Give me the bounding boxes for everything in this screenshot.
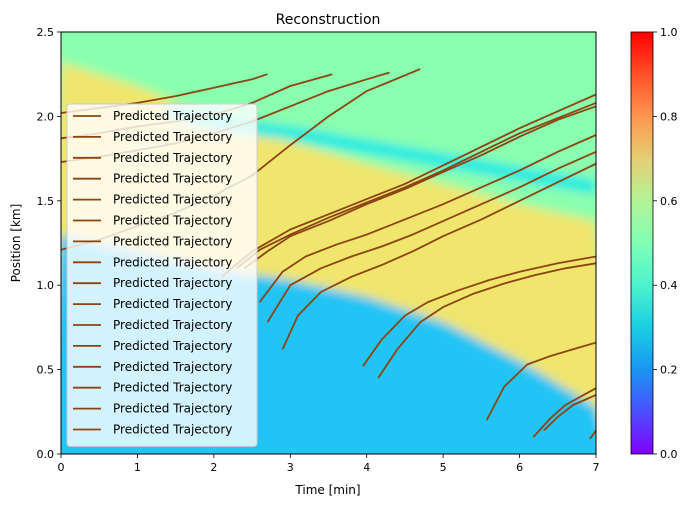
legend-label: Predicted Trajectory [113,193,232,207]
y-tick-label: 0.5 [37,364,55,377]
trajectory-line-6 [236,102,596,270]
legend-label: Predicted Trajectory [113,151,232,165]
trajectory-line-14 [532,387,596,438]
colorbar [630,31,654,455]
y-tick-label: 2.0 [37,110,55,123]
legend-box [66,103,258,447]
legend-label: Predicted Trajectory [113,276,232,290]
legend-label: Predicted Trajectory [113,339,232,353]
y-tick-label: 1.5 [37,195,55,208]
trajectory-line-5 [220,93,596,278]
x-tick-label: 1 [134,461,141,474]
colorbar-tick-label: 0.4 [660,279,678,292]
colorbar-ticks: 0.0 0.2 0.4 0.6 0.8 1.0 [653,26,678,461]
legend-label: Predicted Trajectory [113,402,232,416]
x-tick-label: 5 [440,461,447,474]
legend-label: Predicted Trajectory [113,130,232,144]
legend-label: Predicted Trajectory [113,318,232,332]
x-tick-label: 2 [210,461,217,474]
legend-label: Predicted Trajectory [113,297,232,311]
x-tick-label: 3 [287,461,294,474]
legend-label: Predicted Trajectory [113,381,232,395]
chart-title: Reconstruction [276,12,381,28]
legend-label: Predicted Trajectory [113,360,232,374]
colorbar-tick-label: 0.6 [660,195,678,208]
x-tick-label: 0 [58,461,65,474]
colorbar-tick-label: 0.8 [660,110,678,123]
x-tick-label: 6 [516,461,523,474]
y-axis-label: Position [km] [9,204,23,283]
y-tick-label: 0.0 [37,448,55,461]
trajectory-line-8 [258,134,596,303]
x-axis-label: Time [min] [294,483,360,497]
y-tick-label: 2.5 [37,26,55,39]
trajectory-line-9 [266,150,596,323]
legend-label: Predicted Trajectory [113,172,232,186]
trajectory-line-7 [243,105,596,270]
x-tick-label: 7 [593,461,600,474]
legend-label: Predicted Trajectory [113,109,232,123]
trajectory-line-16 [589,429,596,440]
y-tick-label: 1.0 [37,279,55,292]
legend: Predicted Trajectory Predicted Trajectory… [66,103,258,447]
trajectory-line-12 [377,262,596,379]
plot-frame [60,31,597,455]
legend-label: Predicted Trajectory [113,234,232,248]
trajectory-line-13 [485,341,596,421]
y-axis-ticks: 0.0 0.5 1.0 1.5 2.0 2.5 [37,26,61,461]
x-tick-label: 4 [363,461,370,474]
trajectory-line-15 [543,394,596,432]
colorbar-tick-label: 1.0 [660,26,678,39]
colorbar-tick-label: 0.0 [660,448,678,461]
trajectory-line-11 [362,255,596,367]
legend-label: Predicted Trajectory [113,255,232,269]
x-axis-ticks: 0 1 2 3 4 5 6 7 [58,454,600,474]
legend-label: Predicted Trajectory [113,423,232,437]
colorbar-tick-label: 0.2 [660,364,678,377]
trajectory-line-10 [281,162,596,350]
legend-label: Predicted Trajectory [113,214,232,228]
